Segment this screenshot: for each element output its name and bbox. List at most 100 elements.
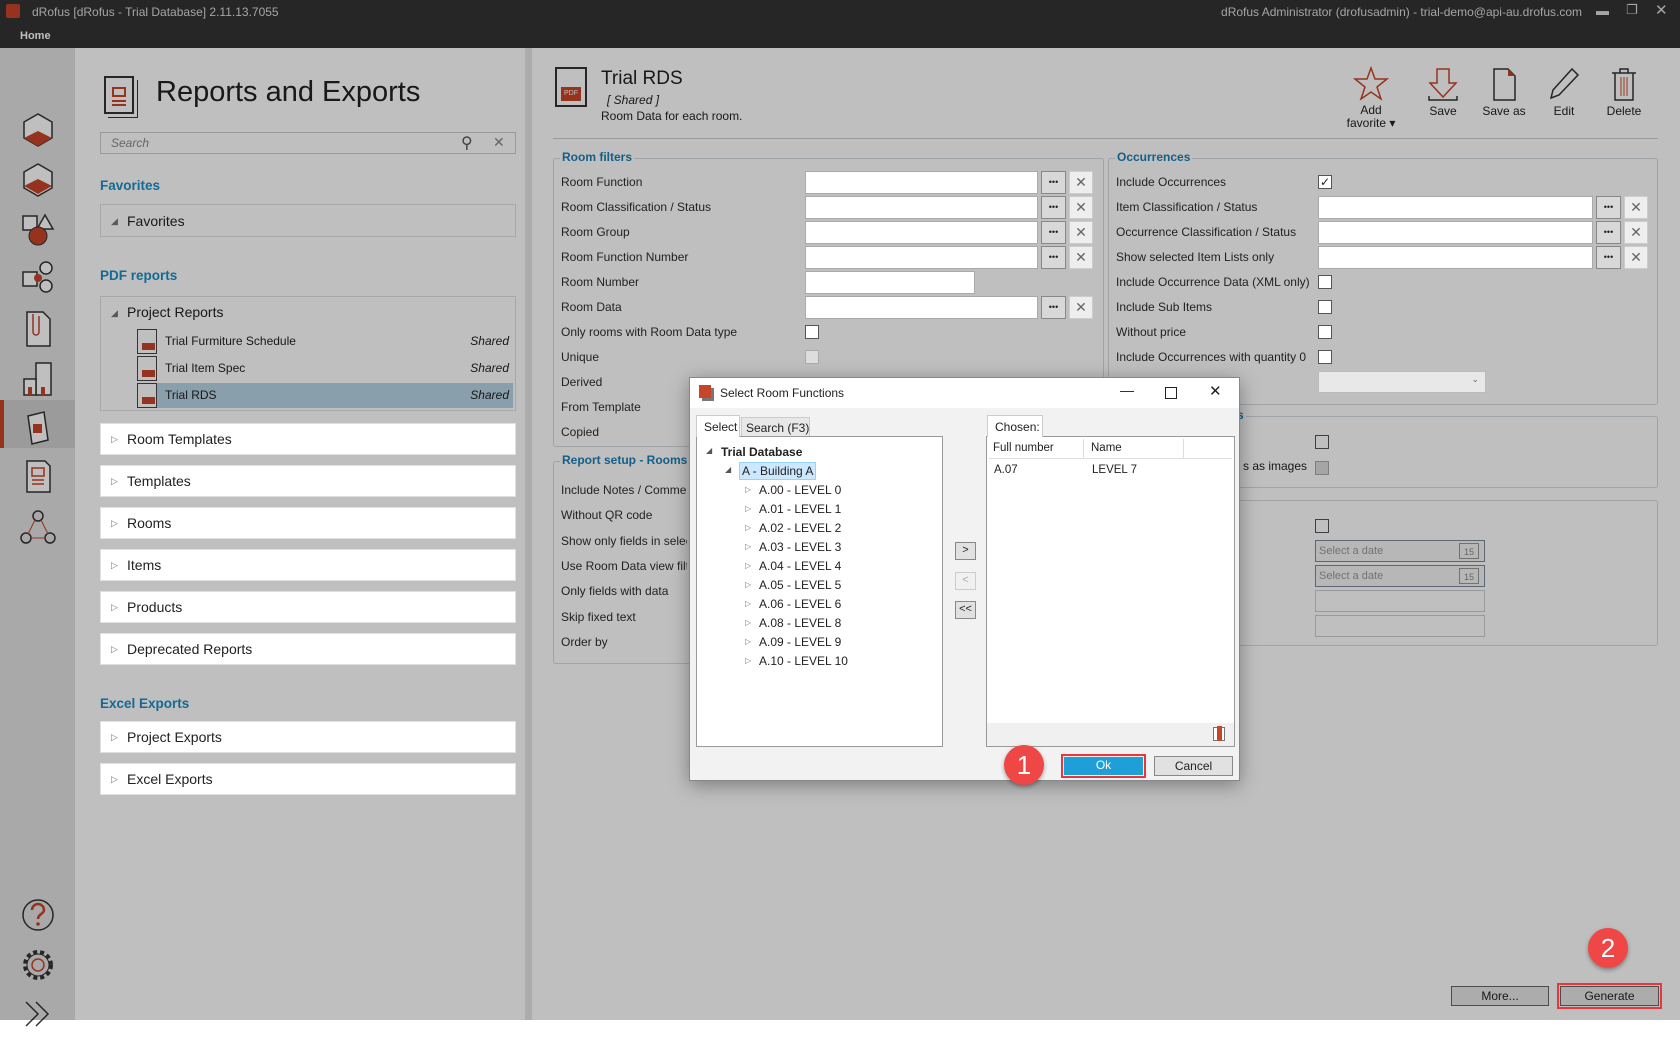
tree-node-level[interactable]: A.09 - LEVEL 9 [759,635,842,649]
browse-button[interactable]: ••• [1041,221,1066,244]
search-icon[interactable]: ⚲ [461,135,473,152]
tree-root[interactable]: Trial Database [721,445,803,459]
group-excel-exports[interactable]: ▷ Excel Exports [100,763,516,795]
group-products[interactable]: ▷ Products [100,591,516,623]
browse-button[interactable]: ••• [1041,246,1066,269]
browse-button[interactable]: ••• [1041,196,1066,219]
tree-node-level[interactable]: A.10 - LEVEL 10 [759,654,848,668]
delete-button[interactable]: Delete [1594,66,1654,118]
tree-node-level[interactable]: A.08 - LEVEL 8 [759,616,842,630]
field-input[interactable] [1318,246,1593,269]
network-icon[interactable] [18,508,58,548]
minimize-icon[interactable]: ▬ [1596,3,1609,18]
tree-node-building[interactable]: A - Building A [739,462,817,480]
expand-icon[interactable]: ▷ [745,561,752,570]
group-templates[interactable]: ▷ Templates [100,465,516,497]
restore-icon[interactable]: ❐ [1626,2,1638,17]
browse-button[interactable]: ••• [1041,171,1066,194]
minimize-icon[interactable]: — [1120,382,1134,398]
report-item[interactable]: Trial Furmiture Schedule Shared [137,329,513,354]
group-project-exports[interactable]: ▷ Project Exports [100,721,516,753]
clear-button[interactable]: ✕ [1624,221,1648,244]
chosen-list[interactable]: Full number Name A.07 LEVEL 7 [986,436,1235,747]
project-reports-label[interactable]: Project Reports [127,304,224,320]
field-checkbox[interactable]: ✓ [1318,175,1332,189]
field-input[interactable] [1318,196,1593,219]
tree-node-level[interactable]: A.02 - LEVEL 2 [759,521,842,535]
chosen-row[interactable]: A.07 LEVEL 7 [989,461,1232,480]
clear-button[interactable]: ✕ [1624,246,1648,269]
date-from-picker[interactable]: Select a date 15 [1315,540,1485,562]
expand-icon[interactable]: ▷ [111,560,118,570]
rooms-icon[interactable] [18,110,58,150]
tree-node-level[interactable]: A.00 - LEVEL 0 [759,483,842,497]
text-field-1[interactable] [1315,590,1485,612]
documents-icon[interactable] [18,308,58,348]
close-icon[interactable]: ✕ [1209,383,1222,400]
expand-icon[interactable]: ▷ [745,504,752,513]
reports-icon[interactable] [18,456,58,496]
clear-button[interactable]: ✕ [1069,296,1093,319]
remove-all-button[interactable]: << [955,601,976,619]
browse-button[interactable]: ••• [1596,196,1621,219]
item-groups-icon[interactable] [18,258,58,298]
field-checkbox[interactable] [1318,325,1332,339]
field-checkbox[interactable] [1318,275,1332,289]
tree-node-level[interactable]: A.01 - LEVEL 1 [759,502,842,516]
expand-icon[interactable]: ▷ [111,476,118,486]
field-input[interactable] [1318,221,1593,244]
room-function-tree[interactable]: ◢ Trial Database ◢ A - Building A ▷ A.00 … [696,436,943,747]
clear-button[interactable]: ✕ [1069,246,1093,269]
column-full-number[interactable]: Full number [993,442,1054,454]
collapse-icon[interactable]: ◢ [111,308,118,318]
tab-search[interactable]: Search (F3) [741,417,810,437]
save-as-button[interactable]: Save as [1474,66,1534,118]
tab-select[interactable]: Select [696,415,740,437]
column-chooser-icon[interactable] [1213,726,1225,741]
expand-icon[interactable]: ▷ [111,732,118,742]
field-checkbox[interactable] [1318,300,1332,314]
expand-icon[interactable]: ▷ [111,434,118,444]
add-button[interactable]: > [955,542,976,560]
tab-chosen[interactable]: Chosen: [987,415,1043,437]
field-input[interactable] [805,296,1038,319]
field-checkbox[interactable] [805,325,819,339]
field-input[interactable] [805,246,1038,269]
expand-icon[interactable]: ▷ [745,485,752,494]
cancel-button[interactable]: Cancel [1154,756,1233,776]
panel-splitter[interactable] [525,48,532,1020]
help-icon[interactable] [18,895,58,935]
ok-button[interactable]: Ok [1064,757,1143,775]
group-room-templates[interactable]: ▷ Room Templates [100,423,516,455]
clear-button[interactable]: ✕ [1069,196,1093,219]
room-templates-icon[interactable] [18,160,58,200]
group-deprecated-reports[interactable]: ▷ Deprecated Reports [100,633,516,665]
products-icon[interactable] [18,408,58,448]
menu-home[interactable]: Home [20,30,51,42]
field-input[interactable] [805,271,975,294]
more-button[interactable]: More... [1451,986,1549,1006]
field-input[interactable] [805,171,1038,194]
clear-button[interactable]: ✕ [1069,221,1093,244]
search-input[interactable]: Search ⚲ ✕ [100,132,516,154]
field-dropdown[interactable]: ⌄ [1318,371,1486,393]
clear-button[interactable]: ✕ [1624,196,1648,219]
tree-node-level[interactable]: A.06 - LEVEL 6 [759,597,842,611]
calendar-icon[interactable]: 15 [1459,543,1479,559]
images-checkbox-1[interactable] [1315,435,1329,449]
text-field-2[interactable] [1315,615,1485,637]
expand-icon[interactable]: ▷ [111,644,118,654]
calendar-icon[interactable]: 15 [1459,568,1479,584]
browse-button[interactable]: ••• [1596,246,1621,269]
save-button[interactable]: Save [1413,66,1473,118]
browse-button[interactable]: ••• [1596,221,1621,244]
add-favorite-button[interactable]: Add favorite ▾ [1336,66,1406,130]
expand-icon[interactable]: ▷ [745,618,752,627]
report-item[interactable]: Trial RDS Shared [137,383,513,408]
report-item[interactable]: Trial Item Spec Shared [137,356,513,381]
edit-button[interactable]: Edit [1534,66,1594,118]
expand-icon[interactable]: ▷ [111,774,118,784]
expand-icon[interactable]: ▷ [111,518,118,528]
field-checkbox[interactable] [1318,350,1332,364]
generate-button[interactable]: Generate [1560,986,1659,1006]
